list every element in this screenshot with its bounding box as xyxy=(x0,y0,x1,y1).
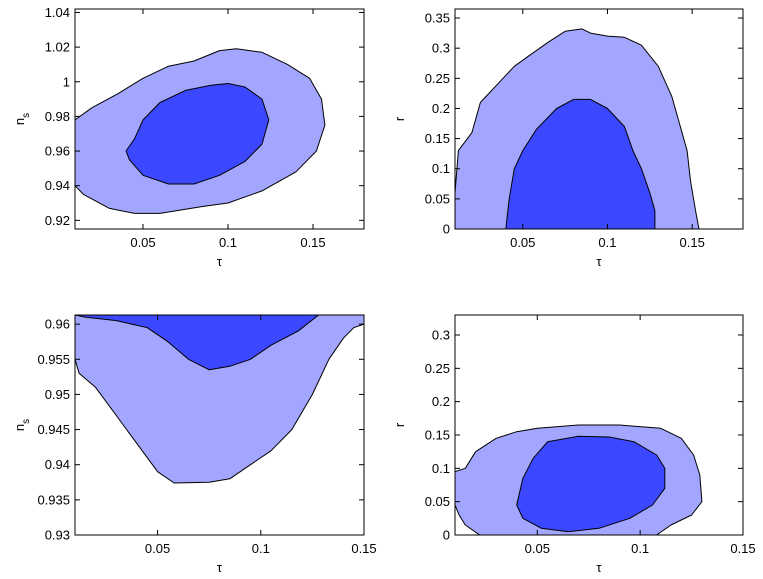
panel-3: 0.05 0.1 0.15 0.93 0.935 0.94 0.945 0.95 0.955 0.… xyxy=(12,314,377,575)
y-tick-label: 0.955 xyxy=(37,352,70,367)
x-tick-label: 0.05 xyxy=(510,235,535,250)
inner-confidence-contour xyxy=(75,315,320,371)
y-axis-label: ns xyxy=(12,113,32,125)
y-axis-label-main: n xyxy=(12,118,27,125)
x-axis-label: τ xyxy=(596,560,602,575)
x-axis-label: τ xyxy=(217,254,223,269)
y-tick-label: 0.05 xyxy=(425,191,450,206)
y-axis-label-subscript: s xyxy=(21,419,32,424)
y-axis-label: ns xyxy=(12,419,32,431)
x-tick-label: 0.05 xyxy=(145,541,170,556)
y-tick-label: 0.2 xyxy=(432,101,450,116)
inner-confidence-contour xyxy=(516,435,666,533)
y-tick-label: 0.15 xyxy=(425,131,450,146)
panel-2: 0.05 0.1 0.15 0 0.05 0.1 0.15 0.2 0.25 0.3 0.35 τ r xyxy=(392,8,744,269)
y-tick-label: 0.96 xyxy=(45,144,70,159)
y-tick-label: 0.3 xyxy=(432,328,450,343)
y-tick-label: 0.3 xyxy=(432,41,450,56)
x-tick-label: 0.15 xyxy=(300,235,325,250)
y-tick-label: 0 xyxy=(443,222,450,237)
x-tick-label: 0.15 xyxy=(730,541,755,556)
y-tick-label: 0.1 xyxy=(432,461,450,476)
y-tick-label: 0.945 xyxy=(37,422,70,437)
outer-confidence-contour xyxy=(75,315,364,484)
y-tick-label: 0.15 xyxy=(425,428,450,443)
y-axis-label: r xyxy=(392,422,407,427)
y-axis-label-main: n xyxy=(12,424,27,431)
x-tick-label: 0.15 xyxy=(680,235,705,250)
x-axis-label: τ xyxy=(596,254,602,269)
axes-frame xyxy=(454,8,744,230)
y-tick-label: 0.92 xyxy=(45,213,70,228)
y-tick-label: 0.95 xyxy=(45,387,70,402)
x-tick-label: 0.1 xyxy=(631,541,649,556)
axes-frame xyxy=(454,314,744,536)
y-tick-label: 0.25 xyxy=(425,71,450,86)
y-tick-label: 0.93 xyxy=(45,528,70,543)
y-tick-label: 0.05 xyxy=(425,494,450,509)
y-tick-label: 0.1 xyxy=(432,161,450,176)
y-axis-label-subscript: s xyxy=(21,113,32,118)
panel-4: 0.05 0.1 0.15 0 0.05 0.1 0.15 0.2 0.25 0.3 τ r xyxy=(392,314,756,575)
x-tick-label: 0.1 xyxy=(219,235,237,250)
y-tick-label: 0.96 xyxy=(45,317,70,332)
y-tick-label: 0 xyxy=(443,528,450,543)
x-tick-label: 0.05 xyxy=(130,235,155,250)
x-tick-label: 0.1 xyxy=(598,235,616,250)
inner-confidence-contour xyxy=(125,83,270,185)
y-tick-label: 0.2 xyxy=(432,394,450,409)
y-axis-label-main: r xyxy=(392,116,407,121)
y-axis-label: r xyxy=(392,116,407,121)
y-tick-label: 0.935 xyxy=(37,492,70,507)
x-axis-label: τ xyxy=(217,560,223,575)
y-tick-label: 0.94 xyxy=(45,178,70,193)
y-tick-label: 0.35 xyxy=(425,11,450,26)
panel-1: 0.05 0.1 0.15 0.92 0.94 0.96 0.98 1 1.02 1.04 τ ns xyxy=(12,5,365,269)
y-tick-label: 0.94 xyxy=(45,457,70,472)
x-tick-label: 0.15 xyxy=(351,541,376,556)
inner-confidence-contour xyxy=(505,98,656,229)
y-tick-label: 0.98 xyxy=(45,109,70,124)
axes-frame xyxy=(74,8,365,230)
axes-frame xyxy=(74,314,365,536)
x-tick-label: 0.05 xyxy=(525,541,550,556)
y-tick-label: 1 xyxy=(63,74,70,89)
y-tick-label: 1.04 xyxy=(45,5,70,20)
y-tick-label: 0.25 xyxy=(425,361,450,376)
x-tick-label: 0.1 xyxy=(252,541,270,556)
y-tick-label: 1.02 xyxy=(45,40,70,55)
y-axis-label-main: r xyxy=(392,422,407,427)
